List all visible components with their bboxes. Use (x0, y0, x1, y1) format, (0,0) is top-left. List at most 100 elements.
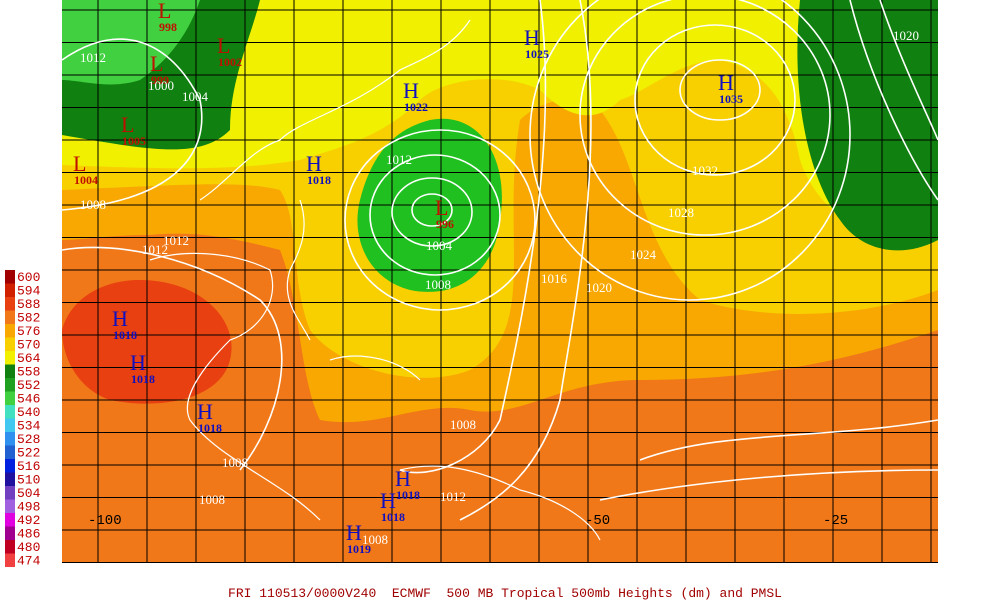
isobar-label: 1008 (450, 417, 476, 432)
legend-swatch (5, 324, 15, 338)
center-letter: L (121, 112, 134, 137)
isobar-label: 1004 (426, 238, 453, 253)
legend-label: 552 (17, 378, 40, 393)
legend-label: 594 (17, 284, 41, 299)
legend-label: 570 (17, 338, 40, 353)
isobar-label: 1020 (893, 28, 919, 43)
center-pressure: 998 (159, 20, 177, 34)
center-letter: H (130, 350, 146, 375)
legend-label: 588 (17, 297, 40, 312)
center-pressure: 1002 (218, 55, 242, 69)
legend-label: 492 (17, 513, 40, 528)
field-564 (62, 0, 938, 232)
coastlines (149, 19, 601, 541)
center-letter: H (346, 520, 362, 545)
longitude-label: -50 (585, 513, 610, 529)
legend-swatch (5, 378, 15, 392)
center-pressure: 1019 (347, 542, 371, 556)
isobar-label: 1008 (222, 455, 248, 470)
isobar-label: 1024 (630, 247, 657, 262)
legend-swatch (5, 405, 15, 419)
center-pressure: 1018 (396, 488, 420, 502)
isobar-label: 1020 (586, 280, 612, 295)
center-letter: H (403, 78, 419, 103)
legend-swatch (5, 432, 15, 446)
legend-label: 546 (17, 392, 40, 407)
legend-label: 480 (17, 540, 40, 555)
center-letter: H (197, 399, 213, 424)
center-letter: L (435, 195, 448, 220)
legend-label: 600 (17, 270, 40, 285)
center-pressure: 1022 (404, 100, 428, 114)
legend-swatch (5, 351, 15, 365)
center-pressure: 1004 (74, 173, 98, 187)
isobar-label: 1028 (668, 205, 694, 220)
legend: 6005945885825765705645585525465405345285… (5, 270, 41, 569)
legend-label: 486 (17, 527, 40, 542)
isobar-label: 1012 (163, 233, 189, 248)
center-letter: L (217, 33, 230, 58)
center-pressure: 1035 (719, 92, 743, 106)
isobar-label: 1008 (80, 197, 106, 212)
center-letter: H (112, 306, 128, 331)
center-letter: H (306, 151, 322, 176)
legend-label: 474 (17, 554, 41, 569)
legend-swatch (5, 553, 15, 567)
legend-swatch (5, 297, 15, 311)
isobar-label: 1008 (199, 492, 225, 507)
legend-label: 564 (17, 351, 41, 366)
legend-swatch (5, 540, 15, 554)
legend-label: 510 (17, 473, 40, 488)
center-pressure: 1018 (113, 328, 137, 342)
legend-swatch (5, 445, 15, 459)
legend-label: 516 (17, 459, 40, 474)
center-pressure: 1005 (122, 134, 146, 148)
center-letter: H (380, 488, 396, 513)
height-fields (62, 0, 938, 563)
center-pressure: 1025 (525, 47, 549, 61)
legend-label: 522 (17, 446, 40, 461)
legend-label: 540 (17, 405, 40, 420)
longitude-label: -100 (88, 513, 122, 529)
legend-label: 528 (17, 432, 40, 447)
legend-swatch (5, 513, 15, 527)
lat-lon-grid (62, 0, 938, 563)
center-pressure: 996 (436, 217, 454, 231)
isobar-label: 1012 (440, 489, 466, 504)
center-pressure: 1018 (131, 372, 155, 386)
center-letter: H (524, 25, 540, 50)
legend-swatch (5, 472, 15, 486)
legend-label: 498 (17, 500, 40, 515)
legend-swatch (5, 337, 15, 351)
caption: FRI 110513/0000V240 ECMWF 500 MB Tropica… (228, 586, 782, 600)
center-pressure: 999 (151, 73, 169, 87)
center-letter: L (150, 51, 163, 76)
isobar-label: 1008 (362, 532, 388, 547)
legend-swatch (5, 270, 15, 284)
isobar-label: 1016 (541, 271, 568, 286)
center-pressure: 1018 (381, 510, 405, 524)
legend-swatch (5, 418, 15, 432)
isobar-label: 1012 (142, 242, 168, 257)
legend-label: 534 (17, 419, 41, 434)
isobar-label: 1032 (692, 163, 718, 178)
legend-swatch (5, 459, 15, 473)
legend-swatch (5, 499, 15, 513)
legend-swatch (5, 526, 15, 540)
isobar-label: 1012 (386, 152, 412, 167)
isobar-label: 1000 (148, 78, 174, 93)
center-pressure: 1018 (198, 421, 222, 435)
legend-label: 558 (17, 365, 40, 380)
center-letter: L (73, 151, 86, 176)
center-letter: H (718, 70, 734, 95)
longitude-label: -25 (823, 513, 848, 529)
isobar-label: 1012 (80, 50, 106, 65)
isobar-label: 1008 (425, 277, 451, 292)
legend-swatch (5, 364, 15, 378)
legend-label: 504 (17, 486, 41, 501)
labels: L998L1002L999L1005L1004L996H1025H1035H10… (73, 0, 919, 556)
legend-swatch (5, 310, 15, 324)
legend-swatch (5, 283, 15, 297)
legend-swatch (5, 486, 15, 500)
